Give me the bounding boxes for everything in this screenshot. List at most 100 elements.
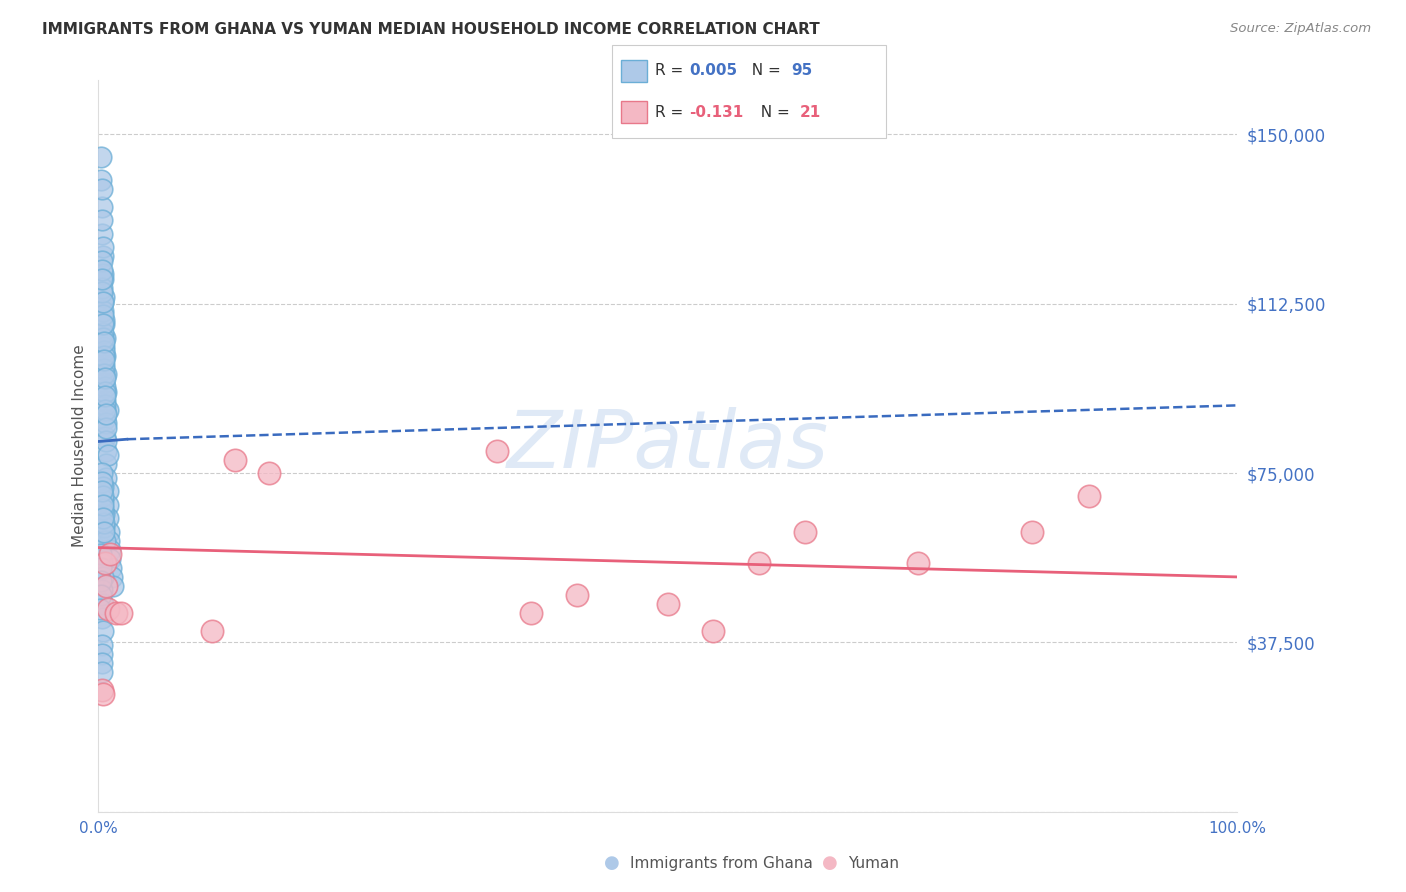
Point bbox=[224, 452, 246, 467]
Point bbox=[90, 574, 112, 589]
Point bbox=[90, 263, 112, 277]
Point bbox=[93, 362, 115, 376]
Point bbox=[93, 312, 115, 326]
Point bbox=[91, 331, 114, 345]
Point bbox=[91, 570, 114, 584]
Point bbox=[91, 502, 114, 516]
Point bbox=[94, 403, 117, 417]
Point bbox=[91, 294, 114, 309]
Point bbox=[96, 367, 118, 381]
Point bbox=[90, 557, 112, 571]
Point bbox=[907, 557, 929, 571]
Point bbox=[90, 272, 112, 286]
Point bbox=[91, 294, 114, 309]
Point bbox=[91, 597, 114, 611]
Point bbox=[90, 610, 112, 624]
Point bbox=[93, 335, 115, 350]
Point bbox=[90, 150, 112, 164]
Text: 95: 95 bbox=[792, 63, 813, 78]
Point bbox=[93, 290, 115, 304]
Point bbox=[90, 547, 112, 561]
Point bbox=[101, 570, 124, 584]
Text: Source: ZipAtlas.com: Source: ZipAtlas.com bbox=[1230, 22, 1371, 36]
Point bbox=[104, 606, 127, 620]
Point bbox=[91, 511, 114, 525]
Point bbox=[657, 597, 679, 611]
Point bbox=[748, 557, 770, 571]
Point bbox=[96, 470, 118, 484]
Point bbox=[91, 240, 114, 254]
Point bbox=[93, 507, 115, 521]
Point bbox=[94, 389, 117, 403]
Point bbox=[94, 430, 117, 444]
Point bbox=[90, 253, 112, 268]
Text: N =: N = bbox=[751, 104, 794, 120]
Point bbox=[93, 344, 115, 359]
Text: Immigrants from Ghana: Immigrants from Ghana bbox=[630, 856, 813, 871]
Point bbox=[486, 443, 509, 458]
Point bbox=[96, 403, 118, 417]
Point bbox=[96, 448, 118, 462]
Point bbox=[90, 588, 112, 602]
Point bbox=[96, 579, 118, 593]
Point bbox=[793, 524, 815, 539]
Point bbox=[91, 249, 114, 263]
Point bbox=[90, 281, 112, 295]
Point bbox=[93, 516, 115, 530]
Point bbox=[90, 466, 112, 480]
Point bbox=[96, 511, 118, 525]
Point bbox=[520, 606, 543, 620]
Point bbox=[91, 624, 114, 639]
Point bbox=[98, 542, 121, 557]
Point bbox=[91, 489, 114, 503]
Point bbox=[93, 340, 115, 354]
Point bbox=[90, 285, 112, 300]
Point bbox=[90, 181, 112, 195]
Point bbox=[91, 308, 114, 322]
Point bbox=[98, 547, 121, 561]
Point bbox=[90, 227, 112, 241]
Point bbox=[96, 484, 118, 499]
Text: IMMIGRANTS FROM GHANA VS YUMAN MEDIAN HOUSEHOLD INCOME CORRELATION CHART: IMMIGRANTS FROM GHANA VS YUMAN MEDIAN HO… bbox=[42, 22, 820, 37]
Point bbox=[90, 484, 112, 499]
Point bbox=[97, 524, 120, 539]
Point bbox=[565, 588, 588, 602]
Point bbox=[93, 349, 115, 363]
Point bbox=[91, 480, 114, 494]
Point bbox=[93, 376, 115, 390]
Point bbox=[103, 579, 125, 593]
Point bbox=[89, 601, 111, 615]
Point bbox=[96, 408, 118, 422]
Point bbox=[94, 412, 117, 426]
Point bbox=[90, 475, 112, 489]
Point bbox=[96, 457, 118, 471]
Text: -0.131: -0.131 bbox=[689, 104, 744, 120]
Point bbox=[94, 398, 117, 412]
Point bbox=[96, 421, 118, 435]
Text: R =: R = bbox=[655, 104, 689, 120]
Point bbox=[90, 638, 112, 652]
Point bbox=[702, 624, 724, 639]
Point bbox=[91, 687, 114, 701]
Point bbox=[100, 561, 122, 575]
Text: 0.005: 0.005 bbox=[689, 63, 737, 78]
Point bbox=[98, 552, 121, 566]
Point bbox=[94, 371, 117, 385]
Point bbox=[93, 367, 115, 381]
Point bbox=[94, 349, 117, 363]
Point bbox=[94, 533, 117, 548]
Point bbox=[91, 498, 114, 512]
Point bbox=[90, 583, 112, 598]
Point bbox=[94, 557, 117, 571]
Point bbox=[93, 317, 115, 331]
Point bbox=[93, 353, 115, 368]
Point bbox=[90, 200, 112, 214]
Point bbox=[91, 268, 114, 282]
Point bbox=[1021, 524, 1043, 539]
Point bbox=[96, 384, 118, 399]
Point bbox=[96, 443, 118, 458]
Point bbox=[110, 606, 132, 620]
Point bbox=[91, 303, 114, 318]
Point bbox=[91, 493, 114, 508]
Point bbox=[90, 647, 112, 661]
